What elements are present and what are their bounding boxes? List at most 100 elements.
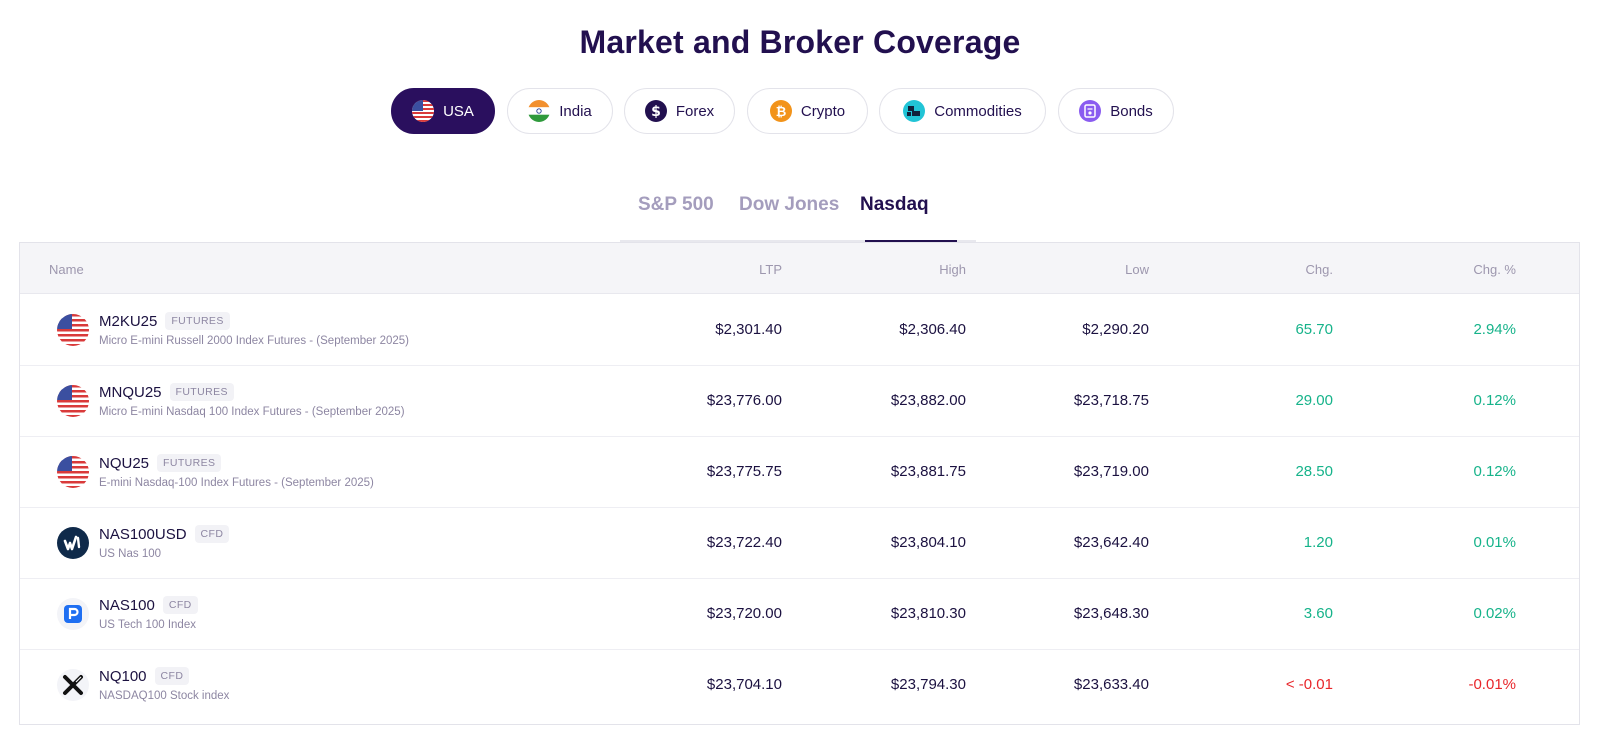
symbol-text: M2KU25 [99,312,158,330]
change-value: 65.70 [1295,321,1333,338]
svg-text:₿: ₿ [776,105,787,120]
table-row[interactable]: NAS100 CFD US Tech 100 Index $23,720.00 $… [20,578,1579,650]
low-value: $23,633.40 [1073,676,1149,693]
ltp-value: $23,776.00 [706,392,782,409]
xtb-logo-icon [57,669,89,701]
change-percent-value: 0.12% [1473,392,1516,409]
instrument-type-badge: FUTURES [169,383,234,401]
column-header-name[interactable]: Name [49,262,84,277]
high-value: $23,794.30 [890,676,966,693]
ltp-value: $2,301.40 [715,321,782,338]
ltp-value: $23,775.75 [706,463,782,480]
table-header: Name LTP High Low Chg. Chg. % [20,243,1579,294]
change-percent-value: 0.02% [1473,605,1516,622]
instrument-type-badge: CFD [154,667,190,685]
tab-dow-jones[interactable]: Dow Jones [739,194,840,215]
tab-label: India [559,102,592,120]
tab-label: USA [443,102,474,120]
column-header-high[interactable]: High [939,262,966,277]
change-percent-value: 0.01% [1473,534,1516,551]
symbol: NQ100 CFD [99,667,190,685]
index-tabs: S&P 500 Dow Jones Nasdaq [620,188,976,242]
tab-india[interactable]: India [507,88,613,134]
high-value: $2,306.40 [899,321,966,338]
instrument-description: E-mini Nasdaq-100 Index Futures - (Septe… [99,477,374,489]
tab-forex[interactable]: $ Forex [624,88,735,134]
change-value: 28.50 [1295,463,1333,480]
symbol-text: NAS100 [99,596,155,614]
low-value: $23,642.40 [1073,534,1149,551]
high-value: $23,810.30 [890,605,966,622]
us-flag-icon [57,385,89,417]
ltp-value: $23,704.10 [706,676,782,693]
india-flag-icon [528,100,551,122]
instrument-type-badge: CFD [194,525,230,543]
ltp-value: $23,722.40 [706,534,782,551]
column-header-ltp[interactable]: LTP [759,262,782,277]
dollar-icon: $ [644,100,667,122]
ltp-value: $23,720.00 [706,605,782,622]
market-tabs: USA India $ Forex ₿ Crypto Commodities B… [0,88,1600,134]
tab-label: Crypto [800,102,846,120]
low-value: $23,718.75 [1073,392,1149,409]
us-flag-icon [57,314,89,346]
tab-label: Commodities [934,102,1022,120]
symbol: NAS100USD CFD [99,525,230,543]
oanda-logo-icon [57,527,89,559]
symbol: NQU25 FUTURES [99,454,222,472]
us-flag-icon [412,100,435,122]
tab-label: Forex [675,102,715,120]
page-title: Market and Broker Coverage [579,24,1021,60]
instrument-description: NASDAQ100 Stock index [99,690,230,702]
table-row[interactable]: M2KU25 FUTURES Micro E-mini Russell 2000 … [20,294,1579,366]
change-value: 29.00 [1295,392,1333,409]
table-row[interactable]: NAS100USD CFD US Nas 100 $23,722.40 $23,8… [20,507,1579,579]
table-row[interactable]: NQ100 CFD NASDAQ100 Stock index $23,704.1… [20,649,1579,721]
instrument-type-badge: CFD [162,596,198,614]
instrument-description: Micro E-mini Russell 2000 Index Futures … [99,335,409,347]
instrument-type-badge: FUTURES [165,312,230,330]
change-value: 3.60 [1303,605,1333,622]
symbol: MNQU25 FUTURES [99,383,234,401]
table-row[interactable]: NQU25 FUTURES E-mini Nasdaq-100 Index Fut… [20,436,1579,508]
column-header-chg[interactable]: Chg. [1305,262,1333,277]
instrument-description: US Tech 100 Index [99,619,196,631]
active-tab-indicator [865,240,957,242]
high-value: $23,804.10 [890,534,966,551]
change-percent-value: 2.94% [1473,321,1516,338]
tab-nasdaq[interactable]: Nasdaq [860,194,929,215]
pepperstone-logo-icon [57,598,89,630]
bitcoin-icon: ₿ [769,100,792,122]
instrument-type-badge: FUTURES [157,454,222,472]
tab-crypto[interactable]: ₿ Crypto [747,88,868,134]
symbol: M2KU25 FUTURES [99,312,230,330]
tab-bonds[interactable]: Bonds [1058,88,1174,134]
instrument-description: Micro E-mini Nasdaq 100 Index Futures - … [99,406,405,418]
tab-commodities[interactable]: Commodities [879,88,1046,134]
change-percent-value: -0.01% [1468,676,1516,693]
low-value: $23,648.30 [1073,605,1149,622]
change-value: < -0.01 [1285,676,1333,693]
tab-sp500[interactable]: S&P 500 [638,194,714,215]
commodities-icon [903,100,926,122]
svg-text:$: $ [651,104,661,120]
change-value: 1.20 [1303,534,1333,551]
change-percent-value: 0.12% [1473,463,1516,480]
symbol-text: NQU25 [99,454,150,472]
symbol-text: NAS100USD [99,525,187,543]
table-row[interactable]: MNQU25 FUTURES Micro E-mini Nasdaq 100 In… [20,365,1579,437]
column-header-chg-pct[interactable]: Chg. % [1473,262,1516,277]
column-header-low[interactable]: Low [1125,262,1149,277]
bonds-icon [1079,100,1102,122]
symbol: NAS100 CFD [99,596,198,614]
high-value: $23,881.75 [890,463,966,480]
high-value: $23,882.00 [890,392,966,409]
symbol-text: MNQU25 [99,383,162,401]
symbol-text: NQ100 [99,667,147,685]
us-flag-icon [57,456,89,488]
low-value: $23,719.00 [1073,463,1149,480]
tab-usa[interactable]: USA [391,88,495,134]
quotes-table: Name LTP High Low Chg. Chg. % M2KU25 FUTU… [19,242,1580,725]
instrument-description: US Nas 100 [99,548,162,560]
tab-label: Bonds [1110,102,1153,120]
